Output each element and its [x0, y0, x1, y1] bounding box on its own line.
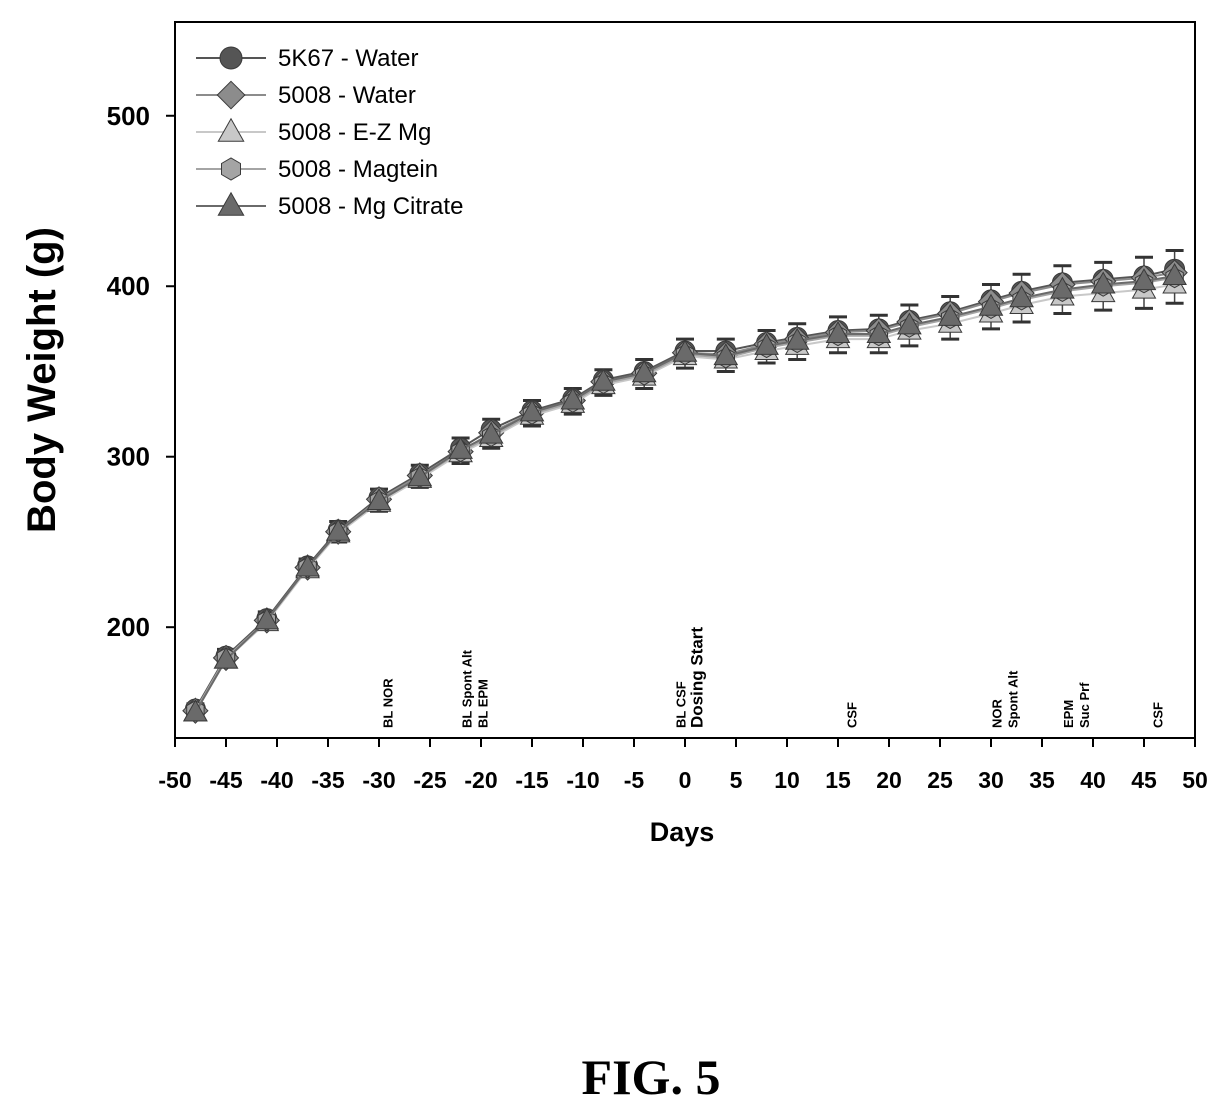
x-tick-label: 50 — [1182, 767, 1208, 793]
legend-entry: 5008 - Mg Citrate — [196, 191, 463, 220]
data-point — [897, 312, 922, 335]
data-point — [366, 487, 392, 510]
x-tick-label: -25 — [413, 767, 446, 793]
error-bar-layer — [186, 248, 1184, 720]
data-point — [591, 368, 616, 391]
data-point — [672, 339, 698, 362]
series-layer — [182, 258, 1188, 724]
event-annotation: BL CSF — [674, 681, 689, 728]
x-tick-label: -15 — [515, 767, 548, 793]
data-point — [217, 117, 245, 142]
data-point — [631, 360, 657, 383]
data-point — [221, 157, 241, 181]
x-tick-label: 35 — [1029, 767, 1055, 793]
data-point — [713, 343, 739, 366]
x-axis-label: Days — [650, 817, 715, 847]
x-tick-label: 15 — [825, 767, 851, 793]
x-tick-label: -30 — [362, 767, 395, 793]
data-point — [1009, 285, 1034, 308]
x-tick-label: -5 — [624, 767, 645, 793]
data-point — [825, 320, 851, 343]
event-annotation: Dosing Start — [688, 627, 707, 728]
data-point — [978, 293, 1004, 316]
data-point — [519, 399, 545, 422]
legend-label: 5K67 - Water — [278, 45, 419, 72]
y-tick-label: 200 — [107, 612, 150, 642]
x-tick-label: -50 — [158, 767, 191, 793]
figure-caption: FIG. 5 — [582, 1049, 721, 1105]
x-tick-label: -35 — [311, 767, 344, 793]
data-point — [183, 699, 208, 722]
data-point — [754, 332, 779, 355]
legend: 5K67 - Water 5008 - Water 5008 - E-Z Mg 500… — [196, 45, 463, 220]
x-tick-label: 25 — [927, 767, 953, 793]
data-point — [254, 607, 280, 630]
event-annotation: EPM — [1061, 700, 1076, 728]
data-point — [1090, 271, 1116, 294]
legend-entry: 5008 - Water — [196, 80, 416, 110]
x-tick-label: 30 — [978, 767, 1004, 793]
event-annotation: CSF — [1151, 702, 1166, 728]
series-4 — [183, 262, 1187, 722]
data-point — [1050, 276, 1075, 299]
legend-entry: 5008 - E-Z Mg — [196, 117, 431, 146]
data-point — [937, 303, 963, 326]
series-3 — [186, 267, 1184, 722]
data-point — [1162, 262, 1187, 285]
data-point — [448, 436, 473, 459]
series-0 — [184, 258, 1186, 720]
data-point — [560, 387, 586, 410]
y-axis-label: Body Weight (g) — [20, 227, 64, 533]
event-annotation: Spont Alt — [1006, 670, 1021, 728]
data-point — [784, 327, 810, 350]
y-axis: 200 300 400 500 — [107, 101, 175, 642]
x-tick-label: 20 — [876, 767, 902, 793]
legend-label: 5008 - E-Z Mg — [278, 119, 431, 146]
series-line — [194, 268, 1175, 710]
legend-label: 5008 - Magtein — [278, 156, 438, 183]
data-point — [1131, 268, 1157, 291]
legend-entry: 5008 - Magtein — [196, 156, 438, 183]
event-annotation: Suc Prf — [1077, 682, 1092, 728]
data-point — [213, 646, 239, 669]
x-tick-label: 0 — [679, 767, 692, 793]
x-axis: -50 -45 -40 -35 -30 -25 -20 -15 -10 -5 0 5 10 15 20 25 3… — [158, 738, 1208, 793]
event-annotation: BL NOR — [381, 678, 396, 728]
data-point — [216, 80, 246, 110]
x-tick-label: 5 — [730, 767, 743, 793]
legend-label: 5008 - Water — [278, 82, 416, 109]
data-point — [407, 464, 433, 487]
data-point — [219, 46, 243, 70]
legend-entry: 5K67 - Water — [196, 45, 419, 72]
x-tick-label: -40 — [260, 767, 293, 793]
data-point — [866, 320, 892, 343]
data-point — [325, 518, 351, 541]
event-annotation: BL Spont Alt — [459, 649, 474, 728]
data-point — [295, 554, 320, 577]
y-tick-label: 300 — [107, 442, 150, 472]
event-annotation: NOR — [990, 698, 1005, 728]
x-tick-label: -45 — [209, 767, 242, 793]
x-tick-label: -20 — [464, 767, 497, 793]
y-tick-label: 400 — [107, 271, 150, 301]
event-annotation: BL EPM — [475, 679, 490, 728]
data-point — [217, 191, 245, 216]
x-tick-label: -10 — [566, 767, 599, 793]
y-tick-label: 500 — [107, 101, 150, 131]
series-1 — [182, 259, 1188, 724]
x-tick-label: 10 — [774, 767, 800, 793]
event-annotation: CSF — [845, 702, 860, 728]
data-point — [478, 421, 504, 444]
x-tick-label: 45 — [1131, 767, 1157, 793]
legend-label: 5008 - Mg Citrate — [278, 193, 463, 220]
annotation-layer: BL NOR BL Spont Alt BL EPM BL CSF Dosing Sta… — [381, 627, 1166, 728]
x-tick-label: 40 — [1080, 767, 1106, 793]
